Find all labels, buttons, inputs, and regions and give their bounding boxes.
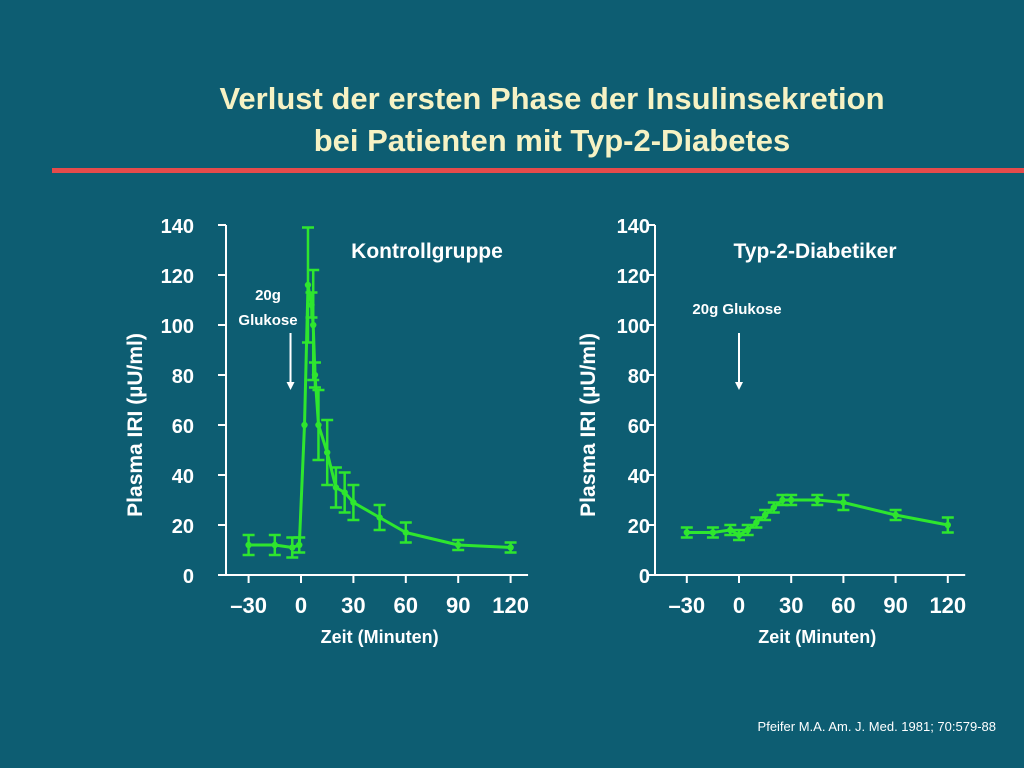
data-point: [779, 496, 786, 504]
citation: Pfeifer M.A. Am. J. Med. 1981; 70:579-88: [757, 719, 996, 734]
data-point: [761, 511, 769, 519]
data-point: [310, 321, 317, 329]
y-tick-label: 100: [161, 316, 194, 338]
y-tick-label: 140: [161, 216, 194, 238]
data-point: [770, 504, 777, 511]
x-tick-label: 30: [341, 593, 365, 618]
data-point: [341, 489, 348, 496]
data-point: [350, 499, 357, 506]
y-tick-label: 100: [617, 316, 650, 338]
y-tick-label: 0: [639, 566, 650, 588]
data-point: [744, 526, 751, 534]
data-point: [735, 531, 743, 539]
data-point: [814, 496, 821, 504]
y-tick-label: 20: [628, 516, 650, 538]
data-point: [301, 421, 308, 429]
data-point: [892, 511, 899, 519]
data-point: [507, 544, 514, 551]
y-tick-label: 80: [172, 366, 194, 388]
data-point: [455, 541, 462, 549]
y-tick-label: 120: [617, 266, 650, 288]
x-tick-label: –30: [230, 593, 267, 618]
y-tick-label: 0: [183, 566, 194, 588]
data-point: [683, 529, 690, 536]
x-tick-label: 90: [883, 593, 907, 618]
data-point: [753, 519, 760, 526]
data-point: [311, 371, 319, 379]
data-point: [709, 529, 717, 536]
x-tick-label: 60: [394, 593, 418, 618]
data-point: [315, 421, 322, 429]
data-point: [289, 544, 296, 551]
data-point: [296, 541, 303, 549]
annotation-label: 20g Glukose: [692, 301, 781, 318]
annotation-label: Glukose: [238, 312, 297, 329]
y-axis-label: Plasma IRI (µU/ml): [124, 333, 147, 517]
x-axis-label: Zeit (Minuten): [758, 627, 876, 647]
chart-title: Typ-2-Diabetiker: [734, 240, 897, 263]
data-point: [788, 496, 795, 504]
y-tick-label: 120: [161, 266, 194, 288]
data-point: [245, 541, 252, 549]
x-tick-label: 120: [492, 593, 529, 618]
data-point: [402, 529, 409, 536]
data-point: [271, 541, 278, 549]
title-divider: [52, 168, 1024, 173]
y-tick-label: 140: [617, 216, 650, 238]
annotation-label: 20g: [255, 287, 281, 304]
annotation-arrow-head: [735, 382, 743, 390]
x-tick-label: –30: [668, 593, 705, 618]
data-point: [840, 499, 847, 506]
title-line-1: Verlust der ersten Phase der Insulinsekr…: [219, 81, 885, 116]
x-axis-label: Zeit (Minuten): [321, 627, 439, 647]
y-tick-label: 40: [628, 466, 650, 488]
chart-title: Kontrollgruppe: [351, 240, 503, 263]
y-tick-label: 60: [172, 416, 194, 438]
x-tick-label: 30: [779, 593, 803, 618]
x-tick-label: 0: [295, 593, 307, 618]
data-point: [727, 526, 734, 534]
data-point: [944, 521, 951, 529]
x-tick-label: 90: [446, 593, 470, 618]
x-tick-label: 0: [733, 593, 745, 618]
x-tick-label: 60: [831, 593, 855, 618]
data-point: [324, 449, 331, 456]
y-tick-label: 40: [172, 466, 194, 488]
y-tick-label: 80: [628, 366, 650, 388]
chart-2: 0 20 40 60 80 100 120 140 –30 0 30 60 90 120 Zeit (Min…: [577, 216, 966, 647]
slide-title: Verlust der ersten Phase der Insulinsekr…: [0, 78, 1024, 162]
data-point: [332, 484, 340, 491]
chart-1: 0 20 40 60 80 100 120 140 –30 0 30 60 90 120 Zeit (Min…: [124, 216, 529, 647]
y-tick-label: 60: [628, 416, 650, 438]
data-point: [376, 514, 383, 521]
title-line-2: bei Patienten mit Typ-2-Diabetes: [313, 123, 791, 158]
y-axis-label: Plasma IRI (µU/ml): [577, 333, 600, 517]
y-tick-label: 20: [172, 516, 194, 538]
annotation-arrow-head: [286, 382, 295, 390]
x-tick-label: 120: [929, 593, 966, 618]
data-point: [304, 281, 312, 289]
